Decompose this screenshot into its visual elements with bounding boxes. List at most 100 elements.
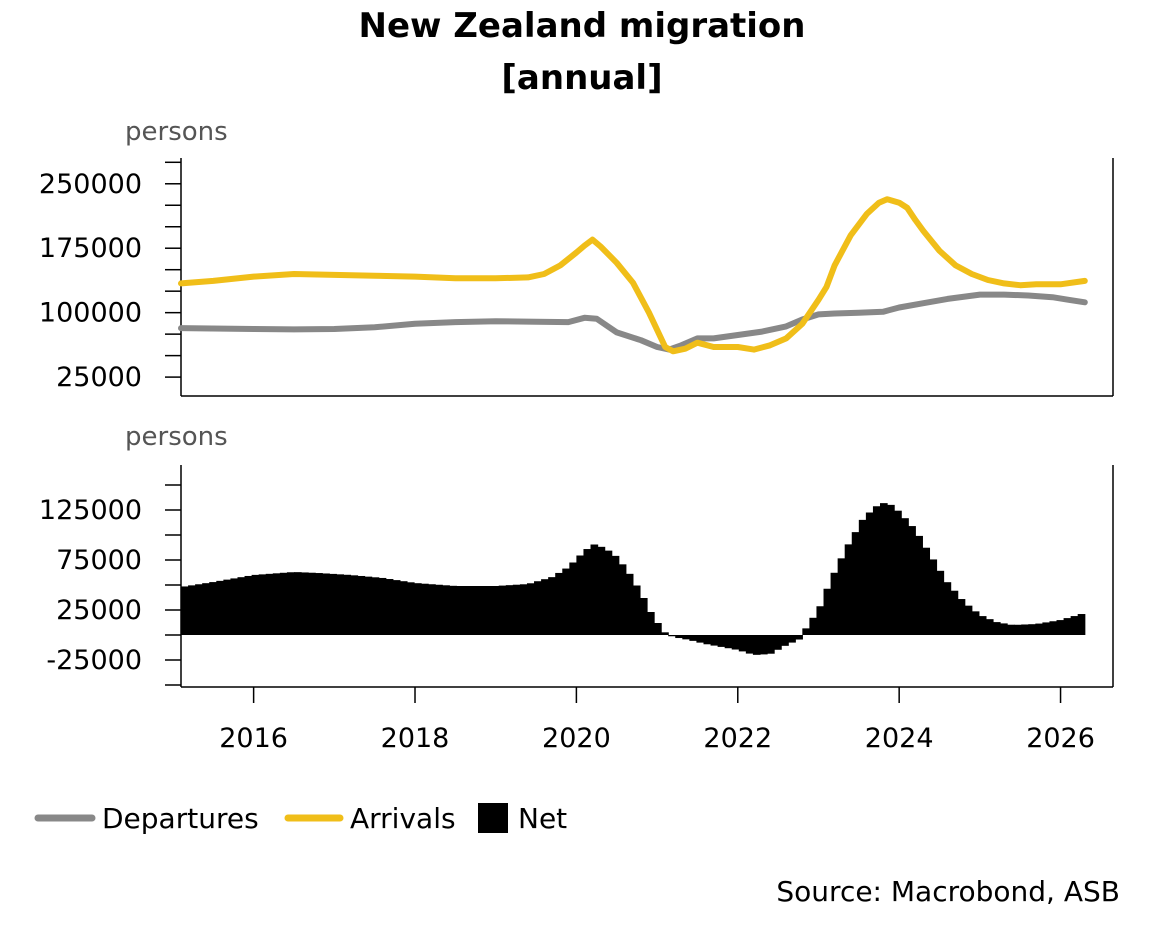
net-bar	[590, 544, 599, 635]
net-bar	[293, 572, 302, 635]
net-bar	[301, 572, 309, 635]
net-bar	[251, 574, 260, 635]
net-bar	[978, 616, 987, 635]
net-bar	[463, 586, 472, 635]
net-bar	[816, 606, 825, 635]
net-bar	[767, 635, 775, 654]
net-bar	[421, 583, 429, 635]
net-bar	[830, 572, 839, 635]
top-panel: persons 25000 100000 175000 250000	[39, 117, 1114, 397]
net-bar	[1035, 623, 1043, 635]
net-bar	[950, 590, 959, 635]
x-tick-label: 2022	[703, 723, 772, 754]
net-bar	[887, 504, 895, 635]
net-bar	[654, 623, 662, 635]
y-tick-label: 75000	[56, 545, 142, 576]
x-tick-label: 2026	[1026, 723, 1095, 754]
net-bar	[1042, 622, 1051, 635]
net-bar	[675, 635, 683, 639]
net-bar	[844, 544, 853, 635]
net-bar	[710, 635, 719, 646]
net-bar	[689, 635, 698, 641]
net-bar	[639, 598, 648, 635]
net-bar	[414, 583, 422, 635]
chart-subtitle: [annual]	[501, 58, 662, 98]
net-bar	[788, 635, 796, 643]
net-bar	[216, 580, 224, 635]
net-bar	[1056, 620, 1065, 635]
net-bar	[308, 572, 316, 635]
net-bar	[604, 550, 613, 635]
y-tick-label: 125000	[39, 495, 142, 526]
net-bar	[562, 568, 570, 635]
y-tick-label: 25000	[56, 362, 142, 393]
net-bar	[901, 518, 909, 635]
net-bar	[237, 577, 246, 635]
net-bar	[1007, 624, 1015, 635]
net-bar	[583, 549, 592, 635]
net-bar	[244, 575, 253, 635]
net-bar	[745, 635, 754, 654]
net-bar	[364, 576, 373, 635]
net-bar	[279, 572, 288, 635]
net-bar	[406, 582, 415, 635]
y-tick-label: -25000	[46, 645, 142, 676]
net-bar	[428, 584, 436, 635]
source-note: Source: Macrobond, ASB	[776, 875, 1120, 908]
net-bar	[223, 579, 232, 635]
net-bar	[519, 584, 528, 635]
net-bar	[625, 573, 634, 635]
net-bar	[202, 583, 210, 635]
net-bar	[971, 611, 980, 635]
y-tick-label: 175000	[39, 233, 142, 264]
net-bar	[1021, 624, 1029, 635]
net-bar	[837, 558, 846, 635]
net-bar	[632, 585, 641, 635]
net-bar	[618, 564, 627, 635]
net-bar	[1077, 614, 1086, 635]
net-bar	[611, 555, 620, 635]
net-bar	[181, 586, 189, 635]
x-tick-label: 2016	[219, 723, 288, 754]
net-bar	[230, 578, 239, 635]
net-bar	[195, 584, 203, 635]
top-panel-unit-label: persons	[125, 117, 228, 147]
net-bar	[534, 581, 542, 635]
net-bar	[399, 581, 408, 635]
net-bar	[329, 573, 337, 635]
legend-departures-label: Departures	[102, 802, 259, 835]
net-bar	[470, 586, 479, 635]
bottom-panel-unit-label: persons	[125, 422, 228, 452]
legend-net-swatch	[478, 803, 508, 833]
net-bar	[392, 580, 401, 635]
net-bar	[943, 582, 952, 635]
net-bar	[936, 570, 945, 635]
net-bar	[576, 555, 585, 635]
net-bar	[647, 612, 655, 635]
series-line-arrivals	[178, 196, 1088, 355]
net-bar	[880, 503, 888, 635]
net-bar	[668, 635, 676, 637]
net-bar	[957, 599, 966, 635]
net-bar	[661, 632, 669, 635]
net-bar	[336, 574, 344, 635]
net-bar	[209, 582, 217, 635]
net-bar	[823, 588, 832, 635]
net-bar	[724, 635, 733, 649]
net-bar	[286, 572, 295, 635]
net-bar	[435, 584, 443, 635]
x-tick-label: 2020	[542, 723, 611, 754]
net-bar	[491, 586, 500, 635]
net-bar	[774, 635, 782, 650]
net-bar	[350, 575, 359, 635]
net-bar	[703, 635, 712, 645]
net-bar	[265, 573, 274, 635]
net-bar	[894, 510, 902, 635]
net-bar	[1063, 618, 1072, 635]
net-bar	[731, 635, 740, 650]
net-bar	[442, 585, 450, 635]
net-bar	[569, 562, 577, 635]
net-bar	[498, 585, 507, 635]
net-bar	[484, 586, 493, 635]
